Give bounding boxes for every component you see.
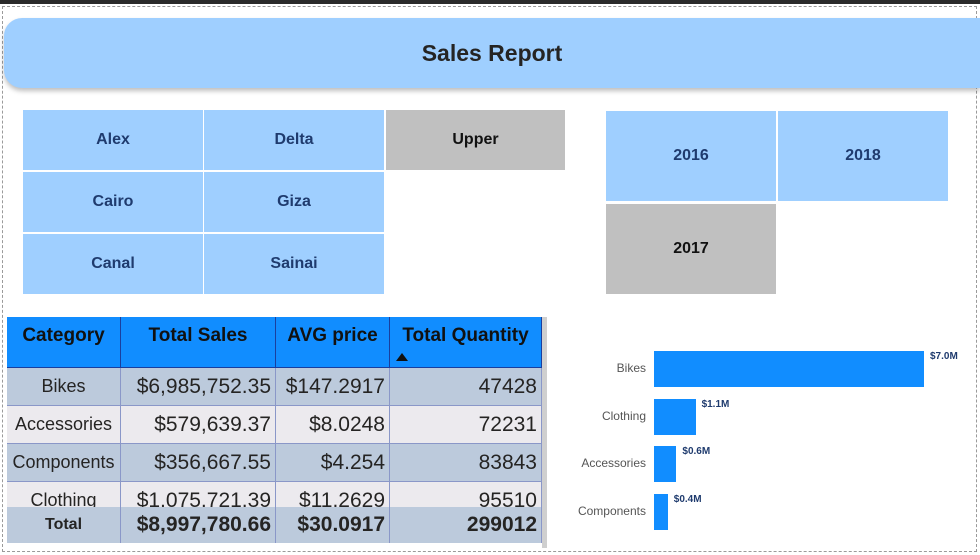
column-header-label: Total Sales: [148, 325, 248, 346]
year-tile-label: 2018: [845, 147, 881, 164]
column-header-label: Total Quantity: [402, 325, 529, 346]
bar-category-label: Bikes: [616, 361, 646, 375]
column-header-label: Category: [22, 325, 105, 346]
sales-table: Category Total Sales AVG price Total Qua…: [7, 317, 547, 548]
table-row[interactable]: Accessories $579,639.37 $8.0248 72231: [7, 406, 542, 444]
report-title: Sales Report: [421, 39, 563, 66]
region-tile-label: Cairo: [92, 193, 134, 210]
report-header: Sales Report: [4, 18, 980, 88]
year-tile-2018[interactable]: 2018: [778, 111, 948, 201]
bar-data-label: $1.1M: [701, 398, 730, 410]
year-tile-label: 2017: [673, 240, 709, 257]
cell-avg-price-total: $30.0917: [276, 507, 390, 543]
region-tile-label: Giza: [277, 193, 311, 210]
year-tile-2016[interactable]: 2016: [606, 111, 776, 201]
year-tile-2017[interactable]: 2017: [606, 204, 776, 294]
region-tile-cairo[interactable]: Cairo: [23, 172, 203, 232]
region-tile-label: Canal: [91, 255, 135, 272]
bar-accessories[interactable]: [654, 446, 677, 482]
region-tile-alex[interactable]: Alex: [23, 110, 203, 170]
window-top-bar: [0, 0, 980, 4]
table-row[interactable]: Bikes $6,985,752.35 $147.2917 47428: [7, 368, 542, 406]
cell-avg-price: $8.0248: [276, 406, 390, 444]
cell-category: Components: [7, 444, 121, 482]
region-tile-upper[interactable]: Upper: [386, 110, 565, 170]
bar-components[interactable]: [654, 493, 668, 530]
cell-category: Bikes: [7, 368, 121, 406]
bar-clothing[interactable]: [654, 398, 696, 435]
cell-total-label: Total: [7, 507, 121, 543]
region-tile-giza[interactable]: Giza: [204, 172, 384, 232]
bar-data-label: $7.0M: [930, 351, 958, 362]
bar-category-label: Accessories: [581, 456, 646, 470]
table-header-row: Category Total Sales AVG price Total Qua…: [7, 317, 542, 368]
cell-total-sales: $579,639.37: [121, 406, 276, 444]
region-tile-sainai[interactable]: Sainai: [204, 234, 384, 294]
cell-avg-price: $4.254: [276, 444, 390, 482]
report-canvas-border: [2, 6, 977, 552]
cell-total-sales: $6,985,752.35: [121, 368, 276, 406]
bar-category-label: Components: [577, 503, 646, 518]
bar-category-label: Clothing: [601, 408, 646, 423]
region-tile-label: Alex: [96, 131, 130, 148]
column-header-label: AVG price: [287, 325, 378, 346]
cell-total-quantity: 72231: [390, 406, 542, 444]
region-tile-canal[interactable]: Canal: [23, 234, 203, 294]
region-tile-label: Upper: [452, 131, 499, 148]
cell-total-quantity-sum: 299012: [390, 507, 542, 543]
column-header-total-sales[interactable]: Total Sales: [121, 317, 276, 368]
region-tile-label: Delta: [274, 131, 314, 148]
cell-total-sales: $356,667.55: [121, 444, 276, 482]
cell-avg-price: $147.2917: [276, 368, 390, 406]
year-tile-label: 2016: [673, 147, 709, 164]
cell-category: Accessories: [7, 406, 121, 444]
bar-bikes[interactable]: [654, 351, 924, 387]
region-tile-delta[interactable]: Delta: [204, 110, 384, 170]
cell-total-quantity: 47428: [390, 368, 542, 406]
column-header-category[interactable]: Category: [7, 317, 121, 368]
sales-by-category-bar-chart: Bikes $7.0M Clothing $1.1M Accessories $0.6M C…: [560, 335, 980, 545]
bar-data-label: $0.4M: [673, 493, 702, 505]
column-header-total-quantity[interactable]: Total Quantity: [390, 317, 542, 368]
cell-total-quantity: 83843: [390, 444, 542, 482]
table-total-row: Total $8,997,780.66 $30.0917 299012: [7, 507, 542, 543]
cell-total-sales-sum: $8,997,780.66: [121, 507, 276, 543]
table-row[interactable]: Components $356,667.55 $4.254 83843: [7, 444, 542, 482]
bar-data-label: $0.6M: [682, 446, 711, 457]
sort-ascending-icon: [396, 353, 408, 361]
column-header-avg-price[interactable]: AVG price: [276, 317, 390, 368]
region-tile-label: Sainai: [270, 255, 318, 272]
